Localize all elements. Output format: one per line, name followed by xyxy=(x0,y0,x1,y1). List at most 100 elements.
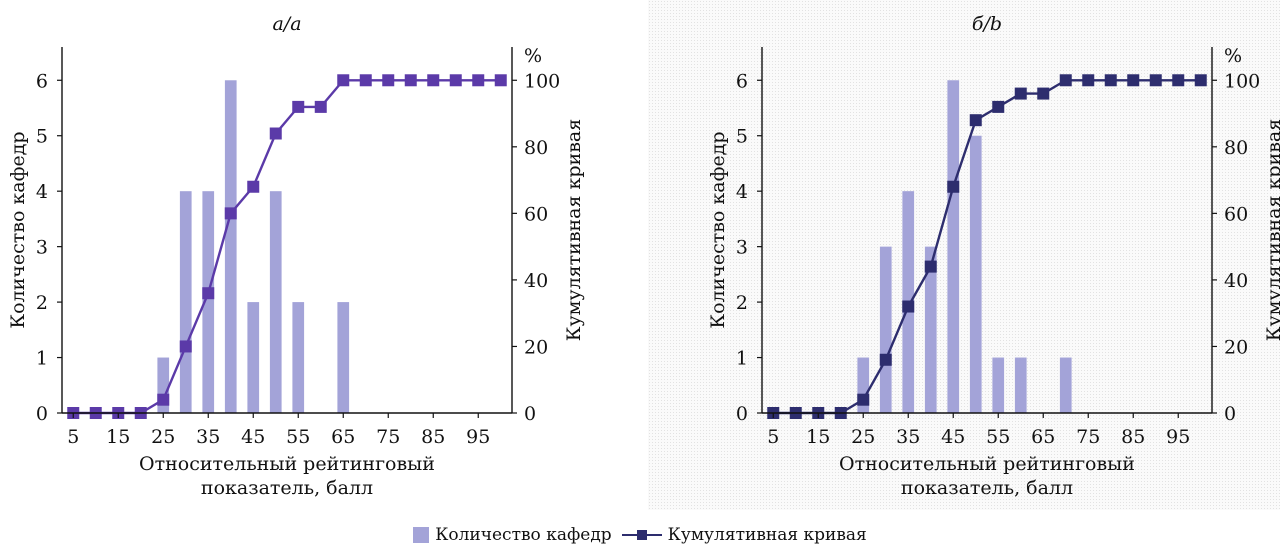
bar-b-30 xyxy=(879,246,892,413)
cumulative-marker-a-60 xyxy=(314,100,327,113)
x-tick-label-a-5: 5 xyxy=(67,426,79,448)
cumulative-marker-a-30 xyxy=(179,340,192,353)
cumulative-marker-a-95 xyxy=(472,74,485,87)
cumulative-marker-a-90 xyxy=(449,74,462,87)
y-tick-label-a-6: 6 xyxy=(36,70,48,92)
cumulative-marker-b-55 xyxy=(992,100,1005,113)
legend-bars-label: Количество кафедр xyxy=(435,525,612,545)
bar-b-25 xyxy=(857,357,870,413)
y-tick-label-b-4: 4 xyxy=(736,181,748,203)
bar-b-40 xyxy=(924,246,937,413)
bar-a-55 xyxy=(292,302,305,413)
y2-tick-label-b-0: 0 xyxy=(1224,403,1236,425)
y2-tick-label-a-60: 60 xyxy=(524,203,548,225)
y2-tick-label-b-40: 40 xyxy=(1224,270,1248,292)
y2-axis-label-a: Кумулятивная кривая xyxy=(563,119,585,342)
y2-tick-label-b-80: 80 xyxy=(1224,137,1248,159)
x-tick-label-b-35: 35 xyxy=(896,426,920,448)
legend-bar-swatch xyxy=(413,527,430,543)
legend: Количество кафедр Кумулятивная кривая xyxy=(0,521,1280,549)
x-tick-label-b-65: 65 xyxy=(1031,426,1055,448)
x-tick-label-a-15: 15 xyxy=(106,426,130,448)
bar-a-50 xyxy=(269,191,282,413)
bar-b-70 xyxy=(1059,357,1072,413)
cumulative-marker-a-65 xyxy=(337,74,350,87)
cumulative-marker-b-50 xyxy=(969,114,982,127)
y2-unit-a: % xyxy=(524,45,542,67)
x-tick-label-b-75: 75 xyxy=(1076,426,1100,448)
x-axis-label-line2-a: показатель, балл xyxy=(201,477,373,499)
cumulative-marker-a-75 xyxy=(382,74,395,87)
y2-unit-b: % xyxy=(1224,45,1242,67)
cumulative-marker-a-80 xyxy=(404,74,417,87)
y2-axis-label-b: Кумулятивная кривая xyxy=(1263,119,1280,342)
y-axis-label-a: Количество кафедр xyxy=(7,131,29,328)
cumulative-marker-b-75 xyxy=(1082,74,1095,87)
cumulative-marker-b-40 xyxy=(924,260,937,273)
legend-line-label: Кумулятивная кривая xyxy=(667,525,867,545)
x-tick-label-b-85: 85 xyxy=(1121,426,1145,448)
cumulative-marker-b-80 xyxy=(1104,74,1117,87)
cumulative-line-a xyxy=(73,79,501,415)
y2-tick-label-b-60: 60 xyxy=(1224,203,1248,225)
x-tick-label-a-65: 65 xyxy=(331,426,355,448)
x-tick-label-b-55: 55 xyxy=(986,426,1010,448)
y-tick-label-b-2: 2 xyxy=(736,292,748,314)
chart-title-a: а/a xyxy=(272,13,301,35)
x-tick-label-a-25: 25 xyxy=(151,426,175,448)
y2-tick-label-b-100: 100 xyxy=(1224,70,1260,92)
y2-tick-label-a-20: 20 xyxy=(524,336,548,358)
y-tick-label-a-5: 5 xyxy=(36,126,48,148)
y-tick-label-b-3: 3 xyxy=(736,237,748,259)
x-tick-label-a-35: 35 xyxy=(196,426,220,448)
cumulative-marker-a-45 xyxy=(247,180,260,193)
cumulative-marker-a-50 xyxy=(269,127,282,140)
y2-tick-label-a-40: 40 xyxy=(524,270,548,292)
y-tick-label-b-6: 6 xyxy=(736,70,748,92)
bar-a-25 xyxy=(157,357,170,413)
bar-a-65 xyxy=(337,302,350,413)
cumulative-marker-b-30 xyxy=(879,353,892,366)
x-tick-label-a-95: 95 xyxy=(466,426,490,448)
y-tick-label-a-3: 3 xyxy=(36,237,48,259)
x-axis-label-line1-b: Относительный рейтинговый xyxy=(839,453,1135,475)
bar-a-40 xyxy=(224,80,237,413)
chart-title-b: б/b xyxy=(972,13,1002,35)
x-tick-label-b-15: 15 xyxy=(806,426,830,448)
cumulative-marker-b-65 xyxy=(1037,87,1050,100)
cumulative-marker-b-100 xyxy=(1194,74,1207,87)
bar-a-30 xyxy=(179,191,192,413)
x-tick-label-b-95: 95 xyxy=(1166,426,1190,448)
x-axis-label-line2-b: показатель, балл xyxy=(901,477,1073,499)
cumulative-marker-b-25 xyxy=(857,393,870,406)
bar-b-60 xyxy=(1014,357,1027,413)
legend-item-bars: Количество кафедр xyxy=(413,525,612,545)
x-tick-label-b-45: 45 xyxy=(941,426,965,448)
cumulative-marker-a-40 xyxy=(224,207,237,220)
bar-b-55 xyxy=(992,357,1005,413)
legend-item-line: Кумулятивная кривая xyxy=(621,525,867,545)
y-tick-label-a-1: 1 xyxy=(36,348,48,370)
cumulative-marker-a-85 xyxy=(427,74,440,87)
bar-b-45 xyxy=(947,80,960,413)
y-tick-label-a-0: 0 xyxy=(36,403,48,425)
x-tick-label-b-5: 5 xyxy=(767,426,779,448)
cumulative-marker-b-70 xyxy=(1059,74,1072,87)
cumulative-marker-b-85 xyxy=(1127,74,1140,87)
cumulative-marker-a-100 xyxy=(494,74,507,87)
cumulative-marker-b-35 xyxy=(902,300,915,313)
cumulative-marker-b-95 xyxy=(1172,74,1185,87)
x-axis-label-line1-a: Относительный рейтинговый xyxy=(139,453,435,475)
y2-tick-label-a-0: 0 xyxy=(524,403,536,425)
y-tick-label-a-2: 2 xyxy=(36,292,48,314)
cumulative-marker-a-70 xyxy=(359,74,372,87)
y2-tick-label-a-80: 80 xyxy=(524,137,548,159)
y-tick-label-b-1: 1 xyxy=(736,348,748,370)
legend-line-swatch xyxy=(621,527,662,543)
bar-b-50 xyxy=(969,135,982,413)
x-tick-label-b-25: 25 xyxy=(851,426,875,448)
x-tick-label-a-75: 75 xyxy=(376,426,400,448)
y2-tick-label-b-20: 20 xyxy=(1224,336,1248,358)
cumulative-marker-a-55 xyxy=(292,100,305,113)
cumulative-marker-b-60 xyxy=(1014,87,1027,100)
